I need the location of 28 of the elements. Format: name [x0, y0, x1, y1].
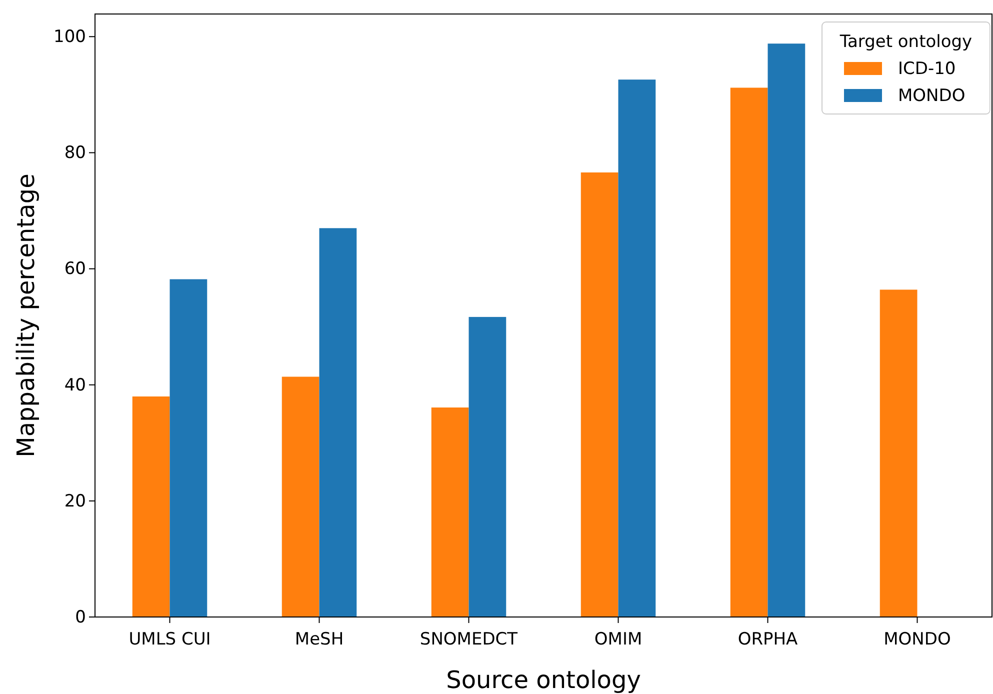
bar	[282, 376, 320, 617]
bar	[170, 279, 208, 617]
bar	[431, 407, 469, 617]
y-tick-label: 20	[64, 491, 86, 512]
legend-title: Target ontology	[838, 32, 972, 52]
x-tick-label: ORPHA	[738, 630, 798, 650]
y-tick-label: 60	[64, 259, 86, 280]
bar	[730, 88, 768, 617]
bar	[768, 44, 806, 617]
bar	[880, 290, 918, 617]
y-tick-label: 0	[75, 607, 86, 628]
legend-label: MONDO	[898, 86, 966, 106]
x-tick-label: MONDO	[884, 630, 951, 650]
bar	[618, 80, 656, 617]
bar	[319, 228, 357, 617]
x-tick-label: UMLS CUI	[128, 630, 211, 650]
x-tick-label: MeSH	[294, 630, 344, 650]
x-tick-label: SNOMEDCT	[420, 630, 518, 650]
bar	[132, 396, 170, 617]
x-tick-label: OMIM	[594, 630, 642, 650]
bar	[468, 316, 506, 617]
bar	[580, 172, 618, 617]
y-tick-label: 80	[64, 143, 86, 164]
y-axis-title: Mappability percentage	[12, 174, 40, 458]
legend-label: ICD-10	[898, 59, 956, 79]
y-tick-label: 100	[54, 27, 86, 48]
x-axis-title: Source ontology	[446, 666, 641, 694]
y-tick-label: 40	[64, 375, 86, 396]
